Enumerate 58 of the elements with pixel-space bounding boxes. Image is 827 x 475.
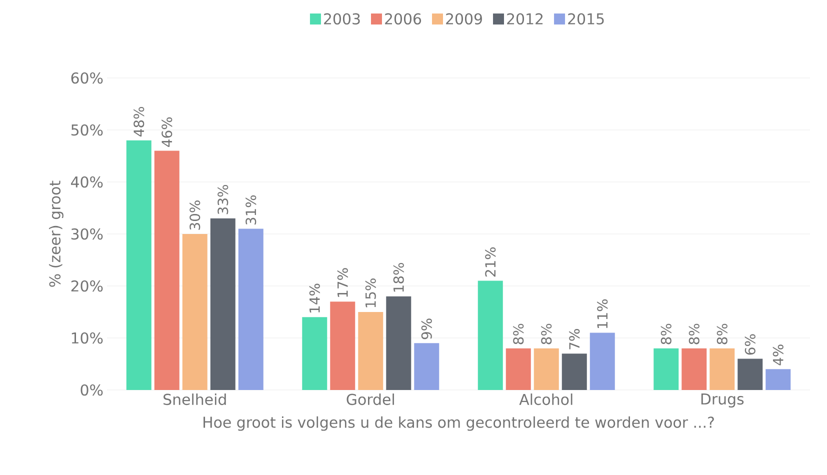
data-label: 21%	[485, 247, 496, 277]
bar	[590, 332, 615, 390]
bar	[358, 312, 384, 390]
bar	[766, 369, 791, 390]
data-label: 4%	[772, 344, 784, 366]
bar	[506, 348, 531, 390]
bar	[302, 317, 328, 390]
x-tick-label: Drugs	[701, 394, 744, 408]
bar	[534, 348, 559, 390]
x-tick-label: Snelheid	[164, 394, 226, 406]
legend-label: 2009	[446, 13, 482, 25]
y-tick-label: 20%	[71, 280, 103, 292]
bar	[126, 140, 152, 390]
legend-label: 2012	[507, 13, 543, 25]
y-tick-label: 10%	[72, 332, 103, 344]
data-label: 15%	[365, 278, 376, 308]
bar	[738, 358, 763, 390]
bar	[654, 348, 679, 390]
x-tick-label: Alcohol	[519, 394, 572, 406]
data-label: 14%	[309, 284, 320, 312]
data-label: 8%	[716, 324, 728, 344]
data-label: 48%	[134, 106, 144, 136]
data-label: 30%	[190, 200, 200, 230]
bar	[238, 228, 264, 390]
bar	[154, 150, 180, 390]
data-label: 18%	[393, 262, 404, 292]
y-tick-label: 0%	[80, 384, 103, 396]
bar	[478, 280, 503, 390]
data-label: 33%	[218, 184, 228, 214]
x-axis-title: Hoe groot is volgens u de kans om gecontroleerd te worden voor ...?	[204, 416, 714, 431]
bar	[414, 343, 440, 390]
y-tick-label: 30%	[71, 228, 103, 240]
y-axis-title: % (zeer) groot	[48, 180, 64, 287]
bar	[330, 302, 356, 390]
bar	[182, 234, 208, 390]
y-tick-label: 60%	[71, 72, 103, 84]
data-label: 8%	[660, 324, 672, 344]
data-label: 6%	[744, 334, 756, 355]
y-tick-label: 50%	[71, 124, 103, 136]
y-tick-label: 40%	[71, 176, 103, 188]
data-label: 31%	[246, 195, 256, 225]
data-label: 8%	[688, 324, 700, 344]
bar	[386, 296, 412, 390]
bar	[562, 354, 587, 390]
bar	[210, 218, 236, 390]
data-label: 8%	[513, 324, 524, 344]
x-tick-label: Gordel	[346, 394, 394, 406]
data-label: 8%	[541, 324, 552, 344]
data-label: 9%	[421, 318, 432, 340]
data-label: 46%	[162, 117, 172, 147]
legend-label: 2015	[568, 13, 604, 25]
legend-label: 2006	[385, 13, 422, 25]
data-label: 11%	[597, 299, 608, 328]
legend-label: 2003	[324, 13, 360, 25]
bar	[682, 348, 707, 390]
data-label: 17%	[337, 268, 348, 297]
bar	[710, 348, 735, 390]
data-label: 7%	[569, 329, 580, 350]
